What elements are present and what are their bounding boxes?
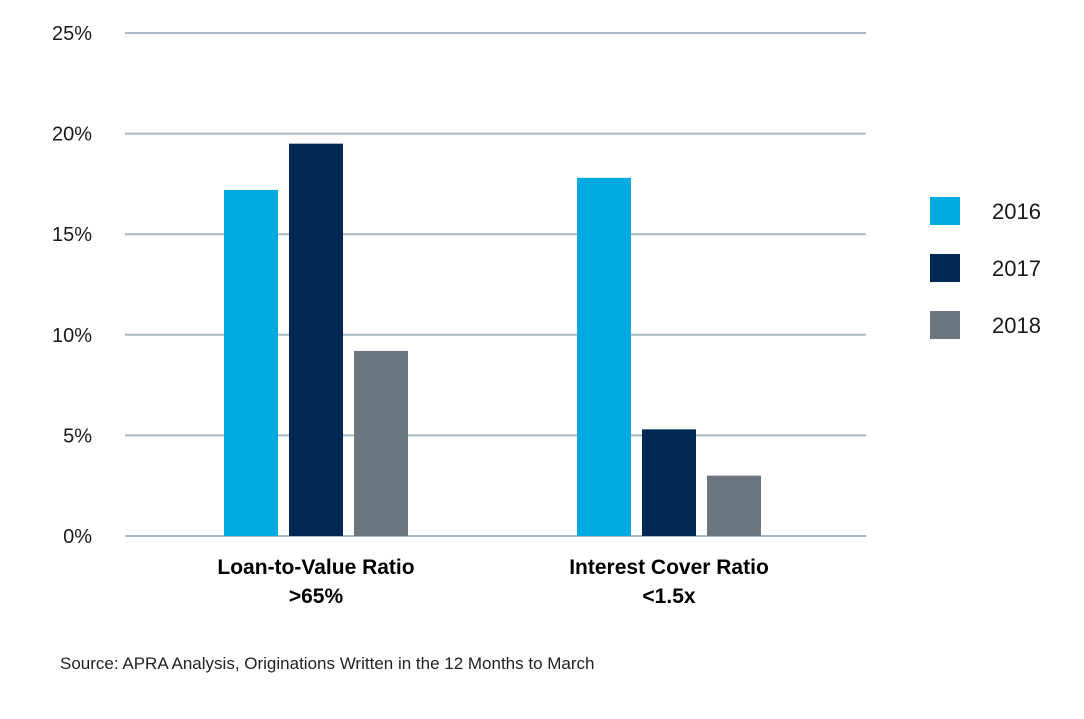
legend-swatch: [930, 311, 960, 339]
y-tick-label: 25%: [52, 23, 92, 45]
x-category-label: >65%: [289, 585, 344, 608]
bar-2018: [354, 350, 408, 536]
y-tick-label: 0%: [63, 526, 92, 548]
y-tick-label: 10%: [52, 325, 92, 347]
legend-label: 2016: [992, 199, 1041, 224]
legend-swatch: [930, 254, 960, 282]
bar-2018: [707, 475, 761, 536]
bar-2017: [289, 143, 343, 536]
source-note: Source: APRA Analysis, Originations Writ…: [60, 654, 595, 673]
y-tick-label: 20%: [52, 124, 92, 146]
bar-2016: [224, 189, 278, 536]
legend-label: 2017: [992, 256, 1041, 281]
bar-chart: 0% 5% 10% 15% 20% 25% Loan-to-Value Ratio >65%…: [52, 23, 1041, 608]
legend: 2016 2017 2018: [930, 197, 1041, 339]
y-axis-tick-labels: 0% 5% 10% 15% 20% 25%: [52, 23, 92, 548]
y-tick-label: 15%: [52, 224, 92, 246]
bars: [224, 143, 761, 536]
y-tick-label: 5%: [63, 425, 92, 447]
bar-2016: [577, 177, 631, 536]
bar-2017: [642, 429, 696, 536]
x-category-label: Interest Cover Ratio: [569, 556, 769, 579]
legend-label: 2018: [992, 313, 1041, 338]
x-axis-category-labels: Loan-to-Value Ratio >65% Interest Cover Ra…: [217, 556, 768, 608]
x-category-label: <1.5x: [642, 585, 695, 608]
legend-swatch: [930, 197, 960, 225]
x-category-label: Loan-to-Value Ratio: [217, 556, 414, 579]
